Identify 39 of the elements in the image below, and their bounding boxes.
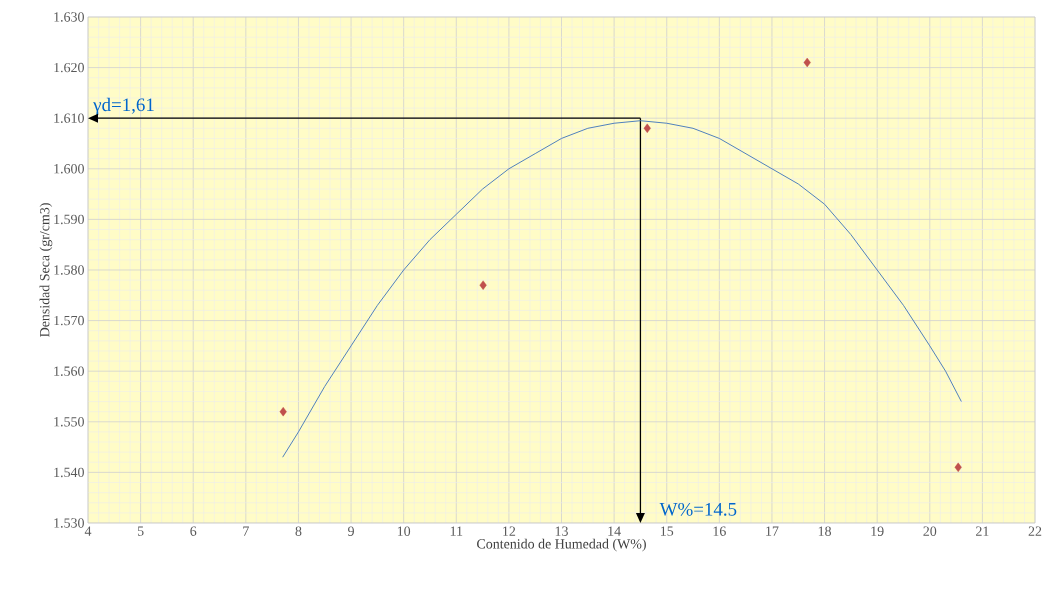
y-tick-label: 1.630	[54, 12, 84, 22]
y-tick-label: 1.560	[54, 366, 84, 376]
x-tick-label: 20	[923, 526, 937, 536]
y-tick-label: 1.620	[54, 62, 84, 73]
point	[279, 406, 287, 417]
x-tick-label: 7	[243, 526, 249, 536]
y-tick-label: 1.580	[54, 265, 84, 275]
y-tick-label: 1.590	[54, 214, 84, 225]
point	[803, 57, 811, 68]
y-tick-label: 1.610	[54, 113, 84, 123]
x-tick-label: 18	[818, 526, 832, 536]
x-tick-label: 13	[555, 526, 568, 536]
x-tick-label: 10	[397, 526, 411, 536]
x-tick-label: 19	[871, 526, 884, 536]
x-tick-label: 4	[84, 526, 92, 536]
y-tick-label: 1.530	[54, 518, 84, 528]
x-tick-label: 6	[190, 526, 197, 536]
x-tick-label: 21	[976, 526, 989, 536]
y-tick-label: 1.550	[54, 417, 84, 427]
y-axis-title: Densidad Seca (gr/cm3)	[39, 203, 53, 337]
y-tick-label: 1.570	[54, 315, 84, 326]
point	[954, 462, 962, 473]
point	[479, 280, 487, 290]
x-tick-label: 14	[608, 526, 621, 536]
x-tick-label: 16	[713, 526, 726, 536]
y-tick-label: 1.600	[54, 164, 84, 174]
x-tick-label: 5	[137, 526, 144, 536]
x-axis-title: Contenido de Humedad (W%)	[477, 538, 646, 552]
x-tick-label: 9	[348, 526, 354, 536]
x-tick-label: 22	[1028, 526, 1042, 536]
point	[643, 123, 651, 133]
x-tick-label: 17	[766, 526, 779, 536]
x-tick-label: 12	[503, 526, 516, 536]
x-tick-label: 15	[660, 526, 674, 536]
y-tick-label: 1.540	[54, 467, 84, 478]
ref-line-label: W%=14.5	[659, 502, 737, 516]
ref-line-label: γd=1,61	[93, 97, 154, 115]
x-tick-label: 11	[450, 526, 463, 536]
x-tick-label: 8	[295, 526, 302, 536]
